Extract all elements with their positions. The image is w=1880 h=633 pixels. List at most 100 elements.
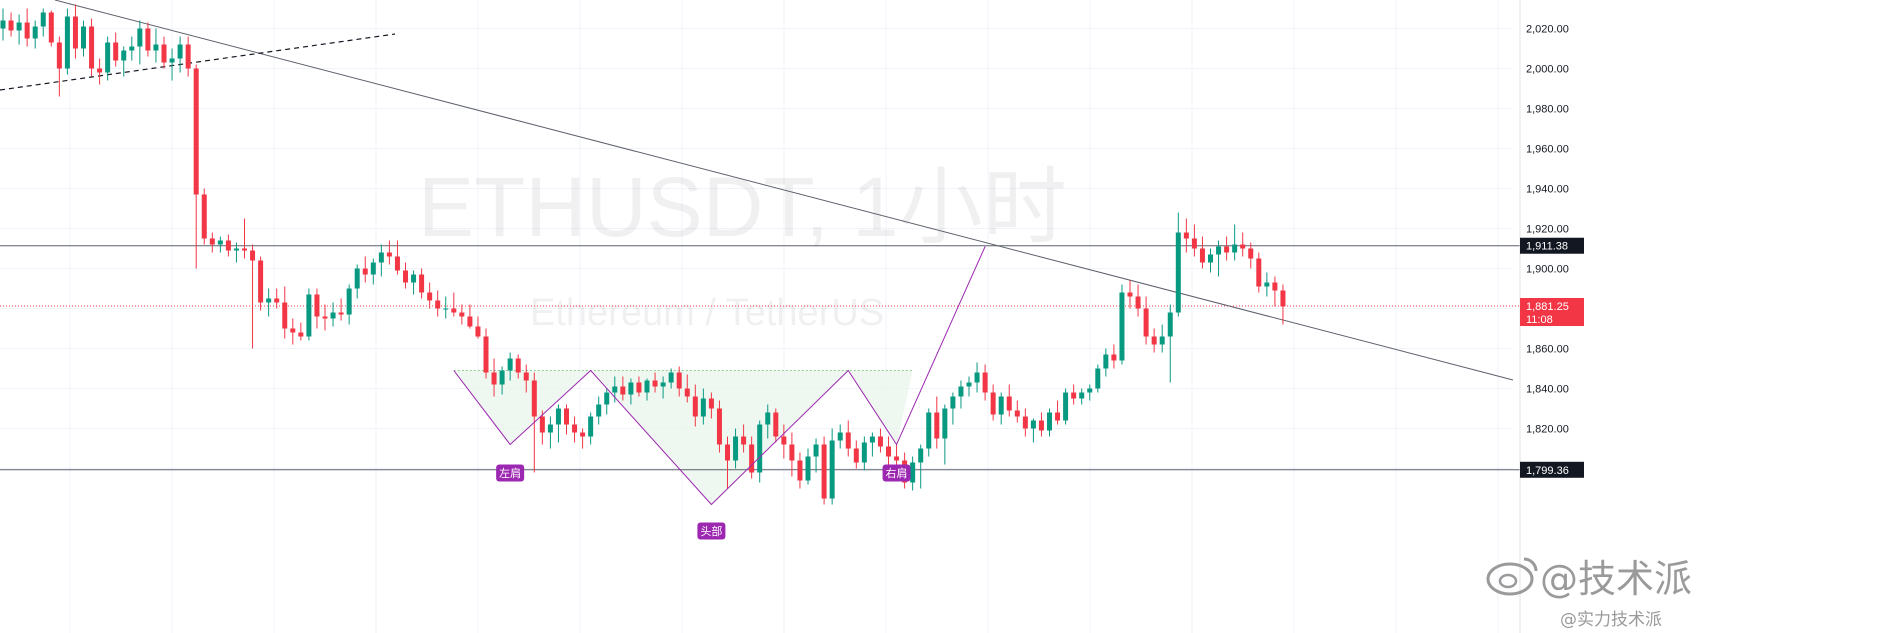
price-axis[interactable]: 1,800.001,820.001,840.001,860.001,880.00… xyxy=(1519,0,1880,633)
candle-body xyxy=(644,380,650,393)
candle-body xyxy=(1055,412,1061,421)
candle-body xyxy=(1191,238,1197,249)
candle-body xyxy=(161,44,167,63)
candle-body xyxy=(958,386,964,397)
symbol-watermark: ETHUSDT, 1小时 Ethereum / TetherUS xyxy=(418,160,1067,334)
candle-body xyxy=(1143,308,1149,337)
pattern-label-box xyxy=(882,464,911,482)
candle-body xyxy=(201,194,207,239)
candle-body xyxy=(1135,296,1141,309)
candle-body xyxy=(1232,244,1238,253)
candle-body xyxy=(137,28,143,47)
candle-body xyxy=(32,26,38,39)
candle-body xyxy=(741,436,747,445)
dashed-trend-line xyxy=(0,33,396,91)
candle-body xyxy=(354,268,360,289)
candle-body xyxy=(1264,282,1270,287)
candle-body xyxy=(129,46,135,51)
candle-body xyxy=(596,404,602,417)
candle-body xyxy=(1248,248,1254,259)
candle-body xyxy=(773,412,779,437)
candle-body xyxy=(362,268,368,275)
candle-body xyxy=(1183,232,1189,239)
candle-body xyxy=(250,250,256,261)
y-tick-label: 2,000.00 xyxy=(1526,64,1569,76)
candle-body xyxy=(636,382,642,393)
candle-body xyxy=(169,58,175,63)
candle-body xyxy=(491,372,497,385)
candle-body xyxy=(1079,392,1085,399)
watermark-title: ETHUSDT, 1小时 xyxy=(418,160,1067,254)
candle-body xyxy=(1047,412,1052,431)
candle-body xyxy=(877,436,883,447)
candle-body xyxy=(1095,368,1101,389)
candle-body xyxy=(918,448,924,463)
candle-body xyxy=(1111,354,1117,361)
candle-body xyxy=(40,12,46,27)
y-tick-label: 1,840.00 xyxy=(1526,384,1569,396)
candle-body xyxy=(24,22,30,39)
candle-body xyxy=(8,20,14,31)
candle-body xyxy=(781,436,787,445)
level-badge-label: 1,911.38 xyxy=(1526,241,1568,253)
candle-body xyxy=(725,444,730,461)
candle-body xyxy=(1087,388,1093,393)
pattern-label: 头部 xyxy=(700,524,722,538)
candle-body xyxy=(403,270,408,283)
pattern-lines xyxy=(453,246,986,506)
candle-body xyxy=(829,440,835,499)
candle-body xyxy=(97,68,103,73)
y-tick-label: 1,940.00 xyxy=(1526,184,1569,196)
candle-body xyxy=(411,274,417,283)
watermark-subtitle: Ethereum / TetherUS xyxy=(530,292,884,334)
candle-body xyxy=(322,316,328,319)
candle-body xyxy=(813,444,819,457)
candle-body xyxy=(306,294,312,337)
level-badge xyxy=(1520,237,1584,254)
candle-body xyxy=(564,408,569,425)
candle-body xyxy=(684,388,690,397)
candle-body xyxy=(676,372,682,389)
candle-body xyxy=(716,408,722,445)
candle-body xyxy=(869,436,875,443)
candle-body xyxy=(539,416,545,433)
candle-body xyxy=(0,20,6,29)
candles xyxy=(0,4,1286,505)
candle-body xyxy=(1127,292,1133,297)
pattern-label: 右肩 xyxy=(886,466,908,480)
candle-body xyxy=(209,238,215,245)
candle-body xyxy=(692,396,698,417)
candle-body xyxy=(89,26,95,69)
candle-body xyxy=(998,396,1004,415)
candle-body xyxy=(266,298,272,303)
pattern-zigzag xyxy=(453,246,986,506)
candle-body xyxy=(805,456,811,481)
candle-body xyxy=(459,312,465,317)
candle-body xyxy=(733,436,739,461)
candle-body xyxy=(660,382,666,387)
candle-body xyxy=(386,252,392,257)
candle-body xyxy=(845,432,851,449)
candle-body xyxy=(708,398,714,409)
weibo-caption: @实力技术派 xyxy=(1560,610,1662,630)
level-badge-label: 1,799.36 xyxy=(1526,465,1569,477)
candle-body xyxy=(1119,292,1125,361)
candle-body xyxy=(934,412,940,439)
candle-body xyxy=(531,380,537,417)
candle-body xyxy=(193,68,199,195)
candle-body xyxy=(153,44,159,51)
candle-body xyxy=(523,372,529,381)
candle-body xyxy=(435,300,441,309)
weibo-logo-icon xyxy=(1486,557,1538,596)
candle-body xyxy=(652,380,658,387)
candle-body xyxy=(1159,336,1165,345)
candle-body xyxy=(314,294,320,317)
candle-body xyxy=(837,432,843,441)
candle-body xyxy=(580,432,586,437)
candle-body xyxy=(974,372,980,383)
candle-body xyxy=(1224,246,1230,253)
candle-body xyxy=(1280,290,1286,307)
candle-body xyxy=(628,382,634,395)
